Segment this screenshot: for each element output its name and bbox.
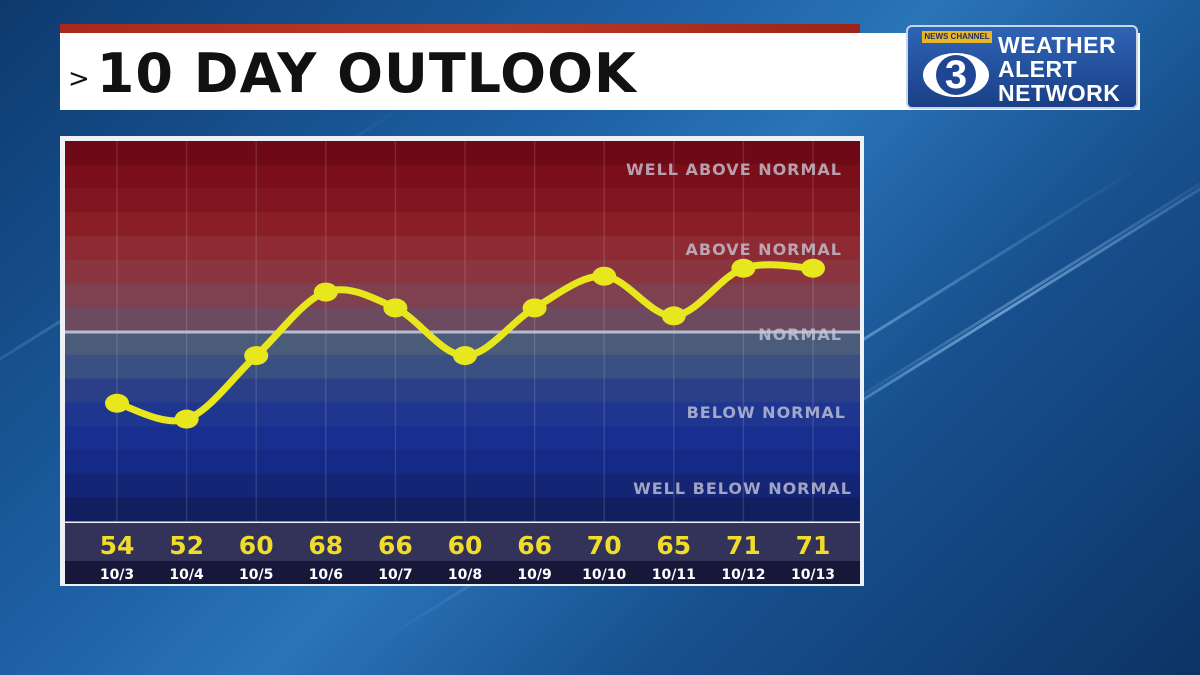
data-point <box>244 346 269 366</box>
date-strip <box>65 561 860 584</box>
value-label: 68 <box>308 531 343 560</box>
date-tick-label: 10/5 <box>239 567 273 583</box>
logo-number: 3 <box>945 53 967 97</box>
chart-frame: WELL ABOVE NORMAL ABOVE NORMAL NORMAL BELOW… <box>60 136 864 586</box>
background-band-stripe <box>65 236 860 261</box>
band-label: BELOW NORMAL <box>687 403 846 422</box>
data-point <box>383 298 408 318</box>
background-band-stripe <box>65 212 860 237</box>
background-band-stripe <box>65 449 860 474</box>
value-label: 71 <box>726 531 761 560</box>
date-tick-label: 10/11 <box>652 567 696 583</box>
band-label: WELL ABOVE NORMAL <box>626 160 842 179</box>
value-label: 66 <box>378 531 413 560</box>
background-band-stripe <box>65 378 860 403</box>
logo-line-alert: ALERT <box>998 56 1078 82</box>
cbs-eye-icon: 3 <box>923 53 989 97</box>
background-streak <box>819 155 1200 423</box>
chevron-right-icon: > <box>68 64 91 94</box>
band-label: WELL BELOW NORMAL <box>633 479 852 498</box>
value-label: 65 <box>656 531 691 560</box>
background-band-stripe <box>65 188 860 213</box>
page-title: > 10 DAY OUTLOOK <box>68 40 637 106</box>
value-label: 60 <box>448 531 483 560</box>
date-tick-label: 10/7 <box>378 567 412 583</box>
background-band-stripe <box>65 307 860 332</box>
date-tick-label: 10/13 <box>791 567 835 583</box>
date-tick-label: 10/8 <box>448 567 482 583</box>
value-label: 71 <box>796 531 831 560</box>
background-band-stripe <box>65 141 860 166</box>
background-band-stripe <box>65 473 860 498</box>
logo-news-channel: NEWS CHANNEL <box>922 31 992 43</box>
band-label: NORMAL <box>758 325 842 344</box>
value-label: 66 <box>517 531 552 560</box>
temperature-outlook-chart: WELL ABOVE NORMAL ABOVE NORMAL NORMAL BELOW… <box>65 141 860 584</box>
data-point <box>661 306 686 326</box>
value-strip <box>65 523 860 561</box>
value-label: 54 <box>100 531 135 560</box>
date-tick-label: 10/12 <box>721 567 765 583</box>
data-point <box>731 258 756 278</box>
value-label: 70 <box>587 531 622 560</box>
data-point <box>105 393 129 413</box>
background-band-stripe <box>65 164 860 189</box>
data-point <box>313 282 338 302</box>
date-tick-label: 10/6 <box>309 567 343 583</box>
logo-line-weather: WEATHER <box>998 32 1117 58</box>
station-logo: NEWS CHANNEL 3 WEATHER ALERT NETWORK <box>906 25 1138 109</box>
background-band-stripe <box>65 283 860 308</box>
background-band-stripe <box>65 497 860 522</box>
background-band-stripe <box>65 426 860 451</box>
date-tick-label: 10/9 <box>517 567 551 583</box>
value-label: 60 <box>239 531 274 560</box>
logo-wordmark: WEATHER ALERT NETWORK <box>998 32 1136 106</box>
data-point <box>453 346 477 366</box>
date-tick-label: 10/10 <box>582 567 626 583</box>
page-title-text: 10 DAY OUTLOOK <box>96 41 637 105</box>
data-point <box>592 266 617 286</box>
date-tick-label: 10/3 <box>100 567 134 583</box>
data-point <box>801 258 825 278</box>
band-label: ABOVE NORMAL <box>686 240 842 259</box>
value-label: 52 <box>169 531 204 560</box>
data-point <box>174 409 199 429</box>
logo-line-network: NETWORK <box>998 80 1121 106</box>
data-point <box>522 298 547 318</box>
header-accent-bar <box>60 24 860 33</box>
date-tick-label: 10/4 <box>169 567 204 583</box>
